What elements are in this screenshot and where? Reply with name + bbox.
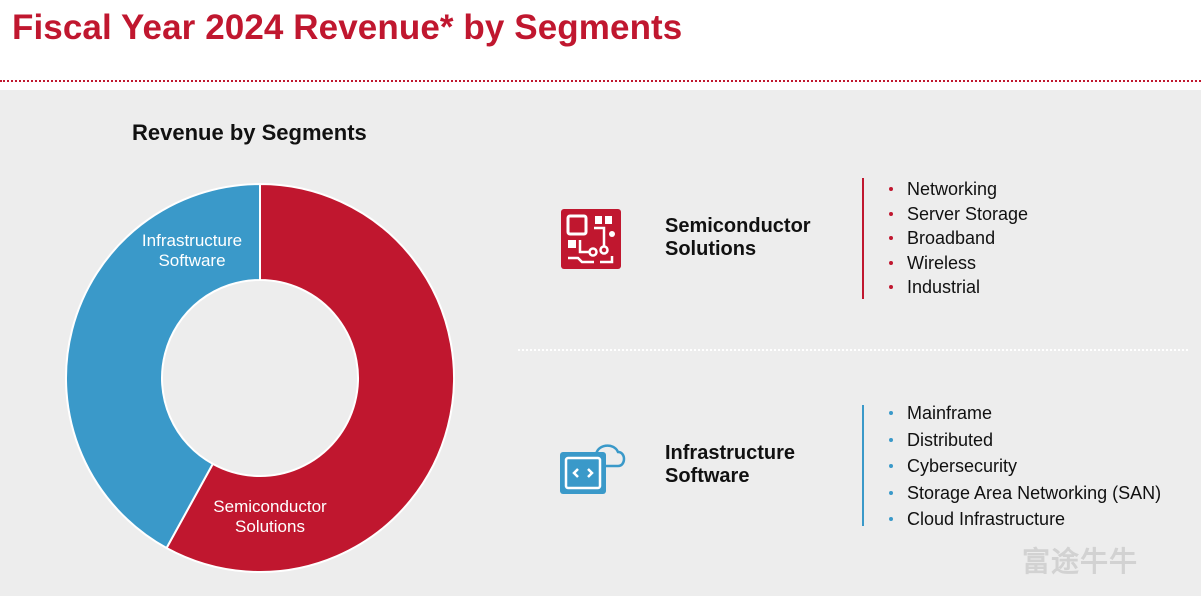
list-item: Distributed [887, 427, 1161, 454]
segment-name-infrastructure: Infrastructure Software [665, 442, 795, 488]
list-item: Cybersecurity [887, 453, 1161, 480]
segment-name-semiconductor: Semiconductor Solutions [665, 215, 811, 261]
list-item: Storage Area Networking (SAN) [887, 480, 1161, 507]
segment-divider-blue [862, 405, 864, 526]
list-item: Mainframe [887, 400, 1161, 427]
circuit-chip-icon [560, 208, 622, 270]
watermark: 富途牛牛 [1022, 545, 1139, 578]
title-divider [0, 80, 1201, 82]
list-item: Wireless [887, 251, 1028, 276]
header: Fiscal Year 2024 Revenue* by Segments [0, 0, 1201, 82]
cloud-code-icon [556, 434, 626, 498]
slice-label: Semiconductor Solutions [213, 497, 327, 536]
list-item: Cloud Infrastructure [887, 506, 1161, 533]
donut-slice [65, 182, 261, 550]
segment-name-line: Software [665, 465, 750, 487]
segment-name-line: Infrastructure [665, 442, 796, 464]
infrastructure-items-list: Mainframe Distributed Cybersecurity Stor… [887, 400, 1161, 533]
segment-name-line: Semiconductor [665, 215, 811, 237]
donut-chart: Semiconductor Solutions Infrastructure Soft… [65, 182, 455, 573]
list-item: Networking [887, 177, 1028, 202]
semiconductor-items-list: Networking Server Storage Broadband Wire… [887, 177, 1028, 300]
list-item: Broadband [887, 226, 1028, 251]
chart-title: Revenue by Segments [132, 120, 367, 145]
list-item: Server Storage [887, 202, 1028, 227]
list-item: Industrial [887, 275, 1028, 300]
segment-separator [518, 349, 1188, 351]
donut-slice [165, 182, 455, 573]
segment-divider-red [862, 178, 864, 299]
segment-name-line: Solutions [665, 238, 757, 260]
slice-label: Infrastructure Software [142, 231, 242, 270]
page-title: Fiscal Year 2024 Revenue* by Segments [12, 8, 683, 47]
